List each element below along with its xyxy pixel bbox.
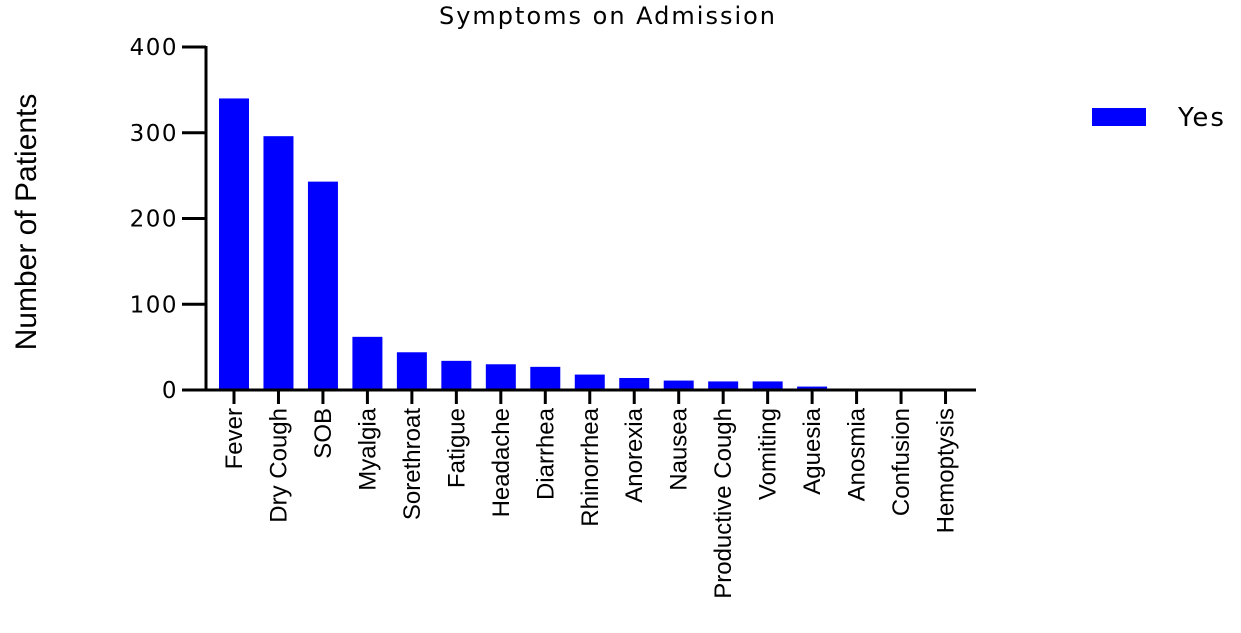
bar-aguesia xyxy=(797,386,828,390)
y-tick-label: 0 xyxy=(162,378,178,404)
x-tick-label: Confusion xyxy=(888,408,915,516)
x-tick-label: Fever xyxy=(221,408,248,469)
legend-label-yes: Yes xyxy=(1177,103,1226,133)
x-tick-label: Rhinorrhea xyxy=(577,407,604,526)
bar-myalgia xyxy=(352,336,383,390)
chart-title: Symptoms on Admission xyxy=(439,2,777,30)
x-tick-label: Hemoptysis xyxy=(933,408,960,533)
x-tick-label: Headache xyxy=(488,408,515,517)
legend-swatch-yes xyxy=(1092,108,1146,126)
bar-diarrhea xyxy=(530,366,561,390)
y-tick-label: 200 xyxy=(130,207,178,233)
bar-sob xyxy=(307,181,338,390)
x-tick-label: Aguesia xyxy=(799,407,826,494)
bar-fatigue xyxy=(441,360,472,390)
bar-nausea xyxy=(663,380,694,390)
bar-dry-cough xyxy=(263,136,294,390)
bar-productive-cough xyxy=(708,381,739,390)
x-tick-label: Anosmia xyxy=(844,407,871,501)
y-tick-label: 300 xyxy=(130,121,178,147)
bars xyxy=(219,98,961,390)
x-tick-label: Vomiting xyxy=(755,408,782,500)
bar-sorethroat xyxy=(396,352,427,390)
x-tick-label: Dry Cough xyxy=(265,408,292,523)
x-tick-label: Diarrhea xyxy=(532,407,559,500)
bar-rhinorrhea xyxy=(574,374,605,390)
bar-vomiting xyxy=(752,381,783,390)
y-tick-label: 400 xyxy=(130,35,178,61)
x-tick-label: Anorexia xyxy=(621,407,648,502)
bar-fever xyxy=(219,98,249,390)
x-tick-label: Productive Cough xyxy=(710,408,737,599)
x-tick-label: Myalgia xyxy=(354,407,381,490)
y-axis-label: Number of Patients xyxy=(10,94,43,351)
y-tick-label: 100 xyxy=(130,292,178,318)
bar-headache xyxy=(485,364,516,390)
x-tick-label: Sorethroat xyxy=(399,408,426,520)
x-tick-label: SOB xyxy=(310,408,337,459)
x-tick-label: Nausea xyxy=(666,407,693,490)
bar-anorexia xyxy=(619,377,650,390)
legend: Yes xyxy=(1092,103,1226,133)
y-axis-ticks: 0 100 200 300 400 xyxy=(130,35,206,404)
x-axis-ticks: Fever Dry Cough SOB Myalgia Sorethroat Fatigu… xyxy=(221,390,960,599)
x-tick-label: Fatigue xyxy=(443,408,470,488)
